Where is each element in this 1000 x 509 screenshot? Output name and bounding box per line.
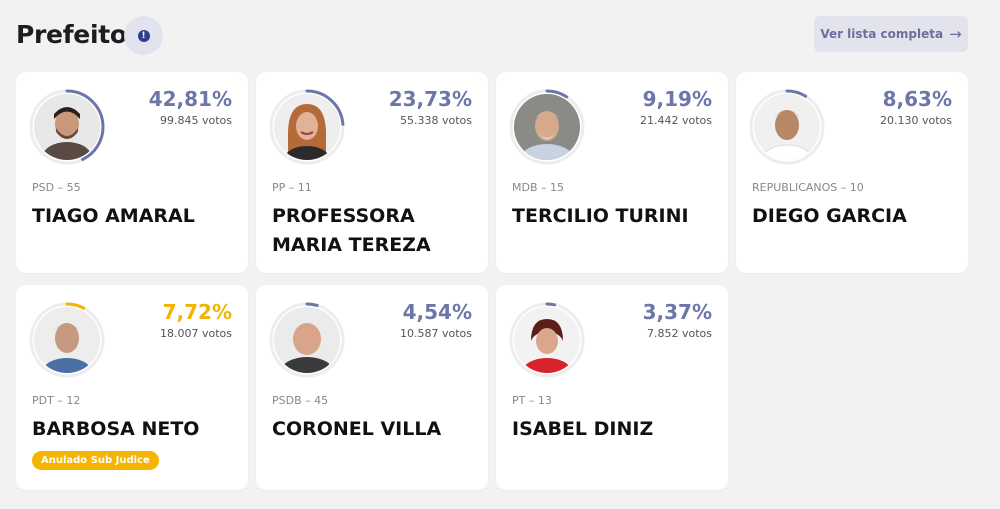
avatar xyxy=(28,88,106,166)
party-label: PDT – 12 xyxy=(32,394,81,407)
candidate-name: TIAGO AMARAL xyxy=(32,205,195,227)
party-label: PSD – 55 xyxy=(32,181,81,194)
candidate-name: CORONEL VILLA xyxy=(272,418,442,440)
candidate-photo xyxy=(274,307,340,373)
party-label: PSDB – 45 xyxy=(272,394,329,407)
avatar xyxy=(748,88,826,166)
candidate-photo xyxy=(514,94,580,160)
candidate-card[interactable]: 3,37% 7.852 votos PT – 13 ISABEL DINIZ xyxy=(496,285,728,490)
vote-count: 18.007 votos xyxy=(160,327,232,340)
candidate-name: ISABEL DINIZ xyxy=(512,418,654,440)
party-label: REPUBLICANOS – 10 xyxy=(752,181,864,194)
candidate-photo xyxy=(514,307,580,373)
avatar xyxy=(28,301,106,379)
party-label: PP – 11 xyxy=(272,181,312,194)
avatar xyxy=(508,88,586,166)
page-title: Prefeito xyxy=(16,20,127,49)
vote-share-ring xyxy=(749,89,825,165)
candidate-name: BARBOSA NETO xyxy=(32,418,200,440)
vote-count: 99.845 votos xyxy=(160,114,232,127)
candidate-card[interactable]: 8,63% 20.130 votos REPUBLICANOS – 10 DIE… xyxy=(736,72,968,273)
status-badge: Anulado Sub Judice xyxy=(32,451,159,470)
vote-share-ring xyxy=(29,89,105,165)
vote-share-ring xyxy=(269,89,345,165)
candidate-photo xyxy=(34,94,100,160)
candidate-photo xyxy=(754,94,820,160)
candidate-name: DIEGO GARCIA xyxy=(752,205,907,227)
vote-count: 55.338 votos xyxy=(400,114,472,127)
candidate-name: PROFESSORA MARIA TEREZA xyxy=(272,205,431,256)
vote-percentage: 9,19% xyxy=(642,87,712,111)
candidate-name: TERCILIO TURINI xyxy=(512,205,689,227)
vote-share-ring xyxy=(269,302,345,378)
candidate-card[interactable]: 4,54% 10.587 votos PSDB – 45 CORONEL VIL… xyxy=(256,285,488,490)
vote-share-ring xyxy=(29,302,105,378)
vote-count: 7.852 votos xyxy=(646,327,712,340)
candidate-photo xyxy=(274,94,340,160)
candidate-card[interactable]: 42,81% 99.845 votos PSD – 55 TIAGO AMARA… xyxy=(16,72,248,273)
vote-count: 20.130 votos xyxy=(880,114,952,127)
vote-share-ring xyxy=(509,89,585,165)
vote-percentage: 3,37% xyxy=(642,300,712,324)
info-icon: ! xyxy=(137,29,150,42)
candidate-card[interactable]: 23,73% 55.338 votos PP – 11 PROFESSORA M… xyxy=(256,72,488,273)
party-label: PT – 13 xyxy=(512,394,552,407)
candidate-card[interactable]: 9,19% 21.442 votos MDB – 15 TERCILIO TUR… xyxy=(496,72,728,273)
avatar xyxy=(268,301,346,379)
vote-percentage: 7,72% xyxy=(162,300,232,324)
vote-share-ring xyxy=(509,302,585,378)
vote-count: 10.587 votos xyxy=(400,327,472,340)
header: Prefeito ! Ver lista completa → xyxy=(16,16,968,56)
full-list-button-label: Ver lista completa xyxy=(820,27,944,41)
avatar xyxy=(268,88,346,166)
arrow-right-icon: → xyxy=(949,25,962,43)
vote-percentage: 8,63% xyxy=(882,87,952,111)
vote-percentage: 42,81% xyxy=(148,87,232,111)
vote-percentage: 4,54% xyxy=(402,300,472,324)
avatar xyxy=(508,301,586,379)
vote-percentage: 23,73% xyxy=(388,87,472,111)
candidate-photo xyxy=(34,307,100,373)
info-button[interactable]: ! xyxy=(124,16,163,55)
party-label: MDB – 15 xyxy=(512,181,564,194)
full-list-button[interactable]: Ver lista completa → xyxy=(814,16,968,52)
candidate-card[interactable]: 7,72% 18.007 votos PDT – 12 BARBOSA NETO… xyxy=(16,285,248,490)
vote-count: 21.442 votos xyxy=(640,114,712,127)
